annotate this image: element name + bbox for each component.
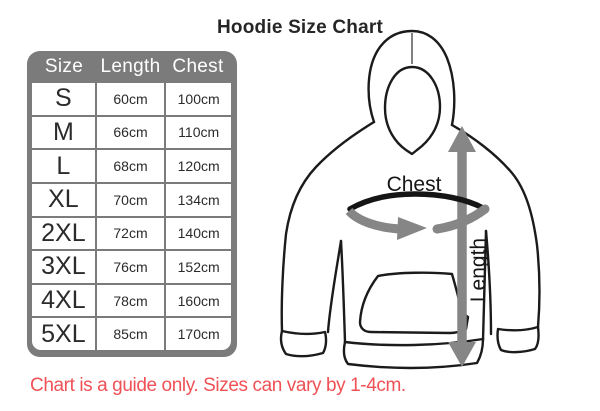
chest-arrow-head bbox=[397, 217, 427, 240]
chest-value-cell: 134cm bbox=[166, 183, 231, 216]
right-inner-sleeve-line bbox=[484, 229, 493, 336]
disclaimer-note: Chart is a guide only. Sizes can vary by… bbox=[30, 375, 406, 396]
length-measure-label: Length bbox=[467, 237, 490, 303]
length-value-cell: 76cm bbox=[96, 251, 165, 283]
chest-value-cell: 120cm bbox=[166, 150, 231, 182]
left-body-line bbox=[339, 239, 347, 344]
right-shoulder-sleeve bbox=[450, 123, 541, 329]
chest-value-cell: 110cm bbox=[166, 116, 231, 149]
chest-arrow-left-arc bbox=[345, 207, 402, 234]
chest-value-cell: 170cm bbox=[166, 318, 231, 350]
left-inner-sleeve-line bbox=[326, 239, 343, 334]
chest-measure-label: Chest bbox=[386, 173, 442, 196]
page-title: Hoodie Size Chart bbox=[217, 17, 383, 38]
chest-value-cell: 100cm bbox=[166, 83, 231, 115]
hem-top-line bbox=[343, 337, 485, 347]
header-chest: Chest bbox=[172, 56, 224, 77]
size-table-header: Size Length Chest bbox=[32, 51, 231, 83]
length-value-cell: 85cm bbox=[96, 318, 165, 350]
chest-value-cell: 140cm bbox=[166, 217, 231, 250]
face-opening bbox=[383, 65, 442, 156]
length-value-cell: 66cm bbox=[96, 116, 165, 149]
chest-value-cell: 152cm bbox=[166, 251, 231, 283]
size-cell: L bbox=[32, 150, 95, 182]
right-cuff bbox=[496, 325, 540, 354]
size-cell: M bbox=[32, 116, 95, 149]
left-shoulder-sleeve bbox=[280, 120, 376, 333]
size-table-body: S 60cm 100cm M 66cm 110cm L 68cm 120cm X… bbox=[32, 83, 231, 350]
header-size: Size bbox=[44, 56, 84, 77]
length-value-cell: 60cm bbox=[96, 83, 165, 115]
size-cell: 4XL bbox=[32, 284, 95, 317]
size-cell: 3XL bbox=[32, 251, 95, 283]
header-length: Length bbox=[100, 56, 161, 77]
size-table: Size Length Chest S 60cm 100cm M 66cm 11… bbox=[27, 51, 237, 357]
hem-band bbox=[342, 337, 485, 370]
right-body-line bbox=[481, 229, 488, 342]
chest-arc bbox=[347, 191, 486, 212]
chest-arrow-right-arc bbox=[432, 204, 490, 234]
length-value-cell: 72cm bbox=[96, 217, 165, 250]
chest-value-cell: 160cm bbox=[166, 284, 231, 317]
size-cell: 5XL bbox=[32, 318, 95, 350]
kangaroo-pocket bbox=[358, 271, 470, 335]
left-cuff bbox=[279, 329, 328, 358]
length-arrow-head-down bbox=[448, 342, 476, 367]
length-value-cell: 70cm bbox=[96, 183, 165, 216]
size-cell: 2XL bbox=[32, 217, 95, 250]
size-cell: S bbox=[32, 83, 95, 115]
length-value-cell: 78cm bbox=[96, 284, 165, 317]
length-value-cell: 68cm bbox=[96, 150, 165, 182]
hood-outline bbox=[367, 29, 456, 127]
size-cell: XL bbox=[32, 183, 95, 216]
length-arrow-head-up bbox=[448, 126, 476, 152]
